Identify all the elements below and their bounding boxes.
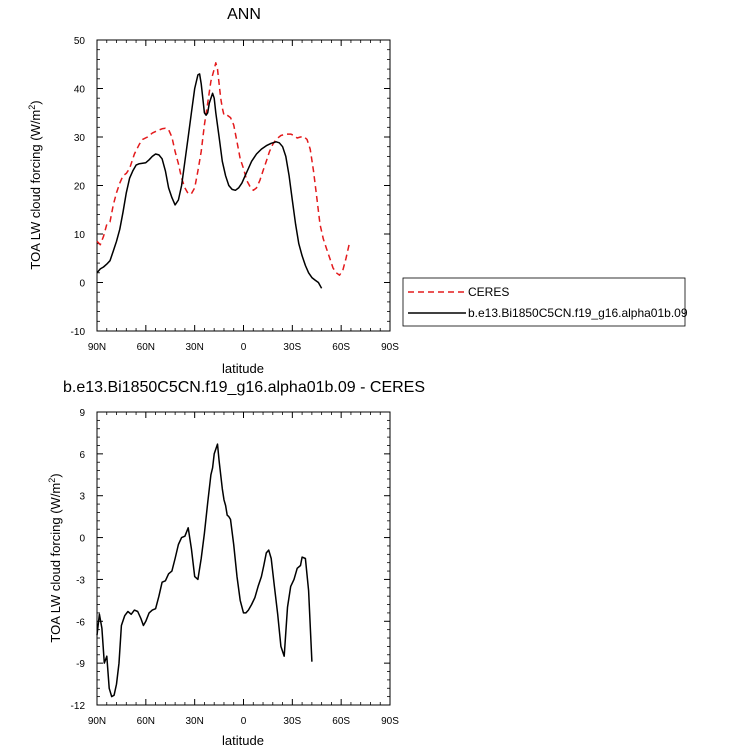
panel-bottom-y-axis-label-close: ) bbox=[48, 473, 63, 477]
panel-top-y-tick-label: 20 bbox=[74, 182, 86, 193]
panel-top-y-axis-label-main: TOA LW cloud forcing (W/m bbox=[28, 110, 43, 270]
panel-top-y-axis-label: TOA LW cloud forcing (W/m2) bbox=[27, 100, 43, 269]
panel-bottom-frame bbox=[96, 411, 391, 706]
panel-bottom-series-difference-line bbox=[96, 443, 313, 698]
panel-bottom-x-axis-label: latitude bbox=[222, 733, 264, 748]
panel-top-series-model-line bbox=[96, 73, 323, 289]
panel-top-y-tick-label: 0 bbox=[79, 279, 85, 290]
panel-bottom-y-tick-label: -12 bbox=[71, 701, 86, 712]
legend: CERES b.e13.Bi1850C5CN.f19_g16.alpha01b.… bbox=[402, 277, 688, 327]
panel-bottom-y-axis-label-superscript: 2 bbox=[47, 478, 57, 483]
panel-bottom-y-axis-label: TOA LW cloud forcing (W/m2) bbox=[47, 473, 63, 642]
panel-bottom-y-tick-label: -6 bbox=[76, 617, 85, 628]
panel-top-y-tick-label: 40 bbox=[74, 85, 86, 96]
legend-label-model: b.e13.Bi1850C5CN.f19_g16.alpha01b.09 bbox=[468, 306, 688, 320]
panel-top-x-tick-label: 60S bbox=[332, 342, 350, 353]
panel-top-plot-area: 90N 60N 30N 0 30S 60S 90S -10 0 10 20 30 40 50 bbox=[71, 36, 400, 353]
panel-top-x-tick-label: 30N bbox=[185, 342, 203, 353]
panel-bottom-y-axis-label-main: TOA LW cloud forcing (W/m bbox=[48, 483, 63, 643]
panel-bottom-plot-area: 90N 60N 30N 0 30S 60S 90S -12 -9 -6 -3 0 3 6 9 bbox=[71, 408, 400, 727]
panel-top-y-tick-label: 30 bbox=[74, 133, 86, 144]
panel-top-frame bbox=[96, 39, 391, 332]
legend-label-ceres: CERES bbox=[468, 285, 509, 299]
panel-top-x-tick-label: 60N bbox=[137, 342, 155, 353]
panel-top: ANN 90N 60N 30N 0 30S 60S 90S -10 0 10 20 30 40 50 la… bbox=[27, 6, 688, 376]
panel-bottom-y-tick-label: 3 bbox=[79, 492, 85, 503]
panel-top-x-tick-label: 0 bbox=[241, 342, 247, 353]
panel-bottom-y-tick-label: 0 bbox=[79, 534, 85, 545]
panel-bottom-y-tick-label: 6 bbox=[79, 450, 85, 461]
panel-top-y-tick-label: -10 bbox=[71, 327, 86, 338]
panel-bottom-y-tick-label: -9 bbox=[76, 659, 85, 670]
panel-top-x-tick-label: 30S bbox=[283, 342, 301, 353]
panel-bottom-title: b.e13.Bi1850C5CN.f19_g16.alpha01b.09 - C… bbox=[63, 379, 425, 396]
panel-bottom-x-tick-label: 90S bbox=[381, 716, 399, 727]
panel-top-x-tick-label: 90N bbox=[88, 342, 106, 353]
panel-top-x-tick-label: 90S bbox=[381, 342, 399, 353]
panel-bottom-x-tick-label: 30N bbox=[185, 716, 203, 727]
panel-bottom-x-tick-label: 60N bbox=[137, 716, 155, 727]
panel-bottom-x-tick-label: 30S bbox=[283, 716, 301, 727]
panel-bottom: b.e13.Bi1850C5CN.f19_g16.alpha01b.09 - C… bbox=[47, 379, 425, 748]
panel-top-y-axis-label-close: ) bbox=[28, 100, 43, 104]
panel-bottom-y-tick-label: 9 bbox=[79, 408, 85, 419]
panel-top-y-axis-label-superscript: 2 bbox=[27, 105, 37, 110]
panel-top-y-tick-label: 10 bbox=[74, 230, 86, 241]
panel-top-x-axis-label: latitude bbox=[222, 361, 264, 376]
legend-box bbox=[402, 277, 686, 327]
panel-top-series-ceres-line bbox=[96, 62, 351, 276]
panel-bottom-x-tick-label: 0 bbox=[241, 716, 247, 727]
panel-top-y-tick-label: 50 bbox=[74, 36, 86, 47]
panel-bottom-y-tick-label: -3 bbox=[76, 575, 85, 586]
panel-top-title: ANN bbox=[227, 6, 261, 23]
panel-bottom-x-tick-label: 90N bbox=[88, 716, 106, 727]
panel-bottom-x-tick-label: 60S bbox=[332, 716, 350, 727]
